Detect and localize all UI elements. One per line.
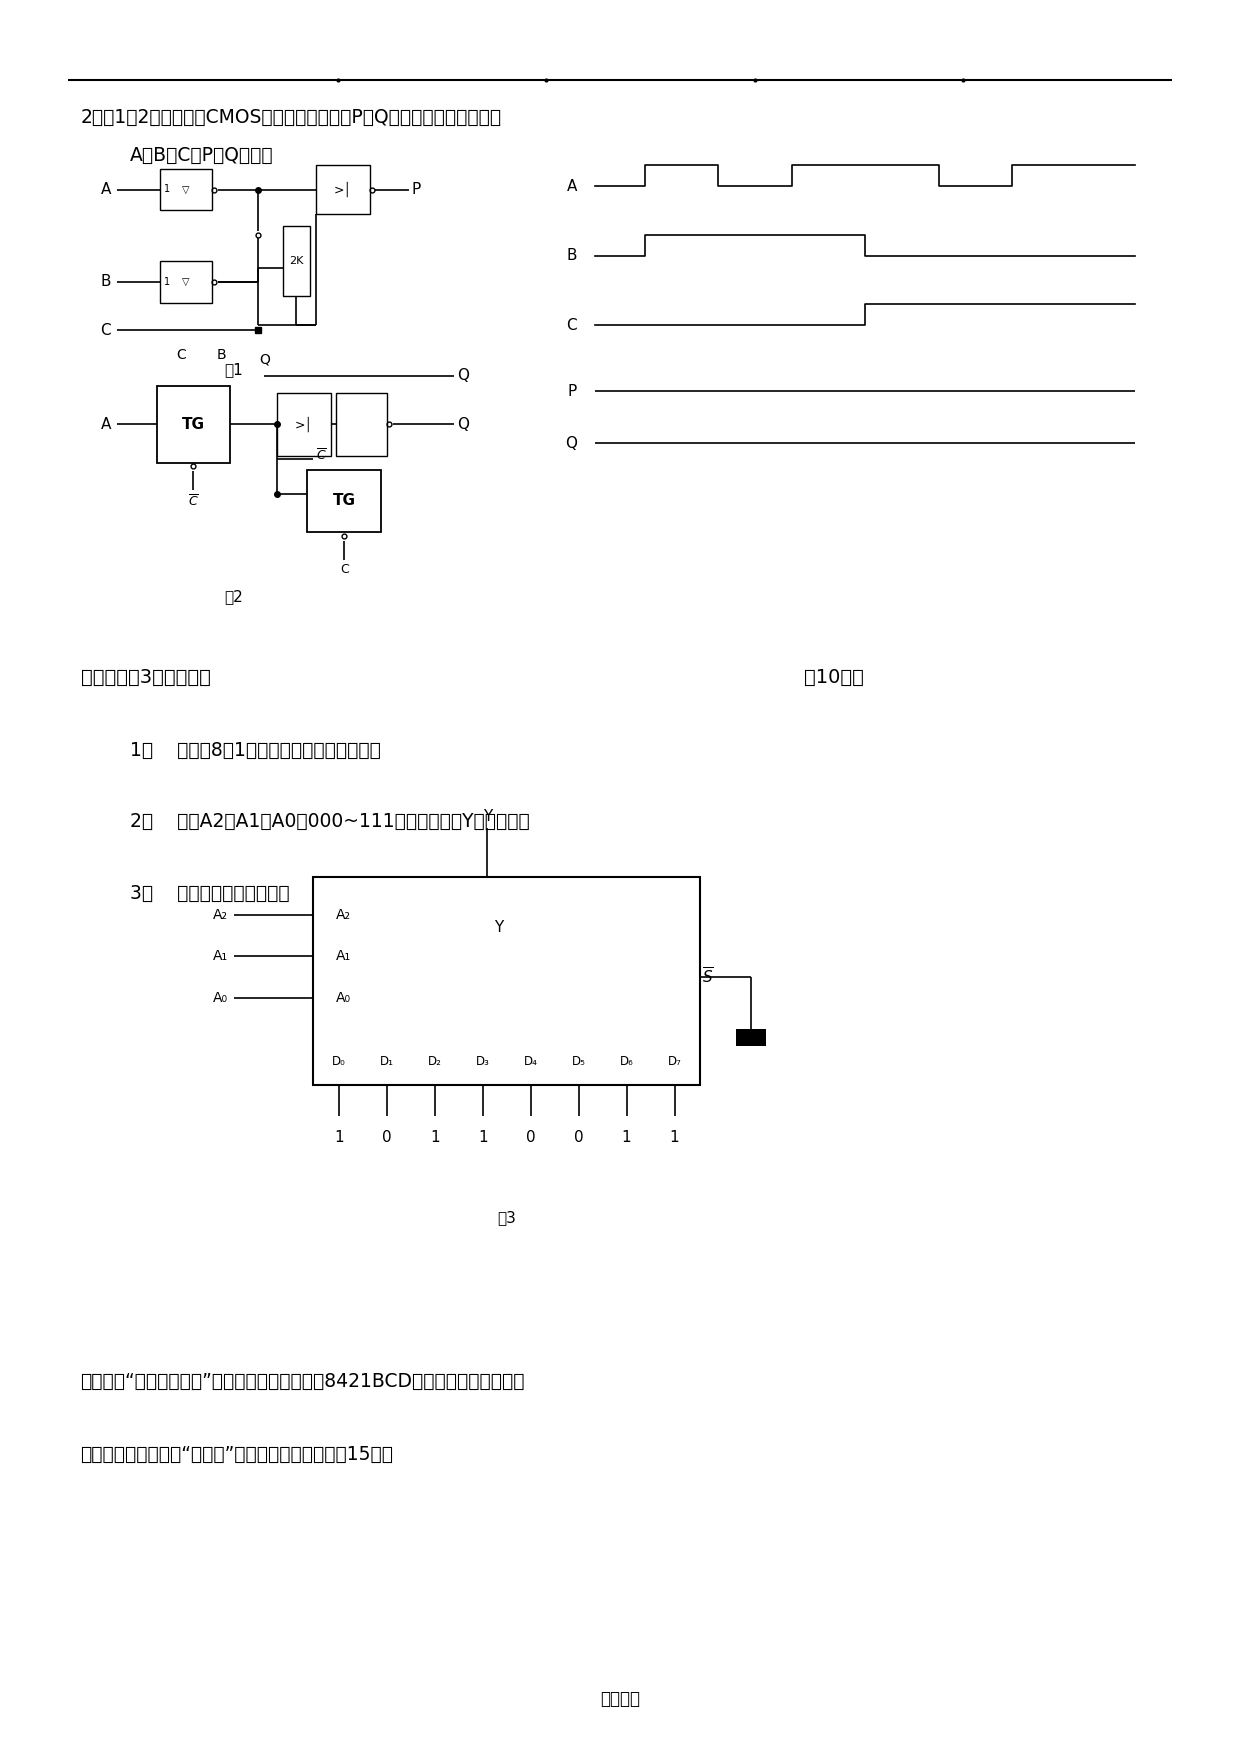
Text: Y: Y bbox=[495, 920, 503, 934]
Text: 三、分析图3所示电路：: 三、分析图3所示电路： bbox=[81, 668, 211, 687]
Text: P: P bbox=[412, 182, 420, 196]
Text: A: A bbox=[567, 179, 577, 193]
Text: TG: TG bbox=[182, 417, 205, 431]
Text: A₁: A₁ bbox=[212, 950, 228, 964]
Text: D₃: D₃ bbox=[476, 1055, 490, 1068]
Bar bbox=[336, 393, 387, 456]
Text: （10分）: （10分） bbox=[804, 668, 864, 687]
Bar bbox=[314, 876, 699, 1085]
Text: 图2: 图2 bbox=[224, 589, 243, 605]
Text: A: A bbox=[100, 182, 112, 196]
Bar bbox=[160, 261, 212, 303]
Text: D₆: D₆ bbox=[620, 1055, 634, 1068]
Text: 1）    试写出8选1数据选择器的输出函数式；: 1） 试写出8选1数据选择器的输出函数式； bbox=[129, 742, 381, 759]
Text: D₅: D₅ bbox=[572, 1055, 585, 1068]
Text: C: C bbox=[567, 317, 577, 333]
Text: A、B、C的P、Q波形。: A、B、C的P、Q波形。 bbox=[129, 145, 273, 165]
Bar bbox=[308, 470, 381, 533]
Text: 图1: 图1 bbox=[224, 361, 243, 377]
Text: D₂: D₂ bbox=[428, 1055, 441, 1068]
Text: 图3: 图3 bbox=[497, 1210, 516, 1225]
Bar bbox=[283, 226, 310, 296]
Text: >│: >│ bbox=[334, 182, 352, 198]
Text: 1: 1 bbox=[621, 1131, 631, 1145]
Text: A₀: A₀ bbox=[336, 990, 351, 1004]
Text: $\overline{C}$: $\overline{C}$ bbox=[188, 494, 198, 510]
Text: D₁: D₁ bbox=[381, 1055, 394, 1068]
Bar bbox=[316, 165, 370, 214]
Bar bbox=[737, 1029, 766, 1047]
Text: 2K: 2K bbox=[289, 256, 304, 266]
Text: C: C bbox=[100, 323, 112, 338]
Text: 专业资料: 专业资料 bbox=[600, 1690, 640, 1707]
Text: 2．图1、2中电路均由CMOS门电路构成，写出P、Q的表达式，并画出对应: 2．图1、2中电路均由CMOS门电路构成，写出P、Q的表达式，并画出对应 bbox=[81, 109, 502, 126]
Text: P: P bbox=[568, 384, 577, 398]
Text: Q: Q bbox=[259, 352, 270, 366]
Text: D₀: D₀ bbox=[332, 1055, 346, 1068]
Text: 2）    画出A2、A1、A0从000~111连续变化时，Y的波形图；: 2） 画出A2、A1、A0从000~111连续变化时，Y的波形图； bbox=[129, 812, 529, 831]
Text: 1: 1 bbox=[164, 277, 170, 286]
Text: 0: 0 bbox=[574, 1131, 584, 1145]
Text: 0: 0 bbox=[382, 1131, 392, 1145]
Text: A₂: A₂ bbox=[212, 908, 228, 922]
Text: 1: 1 bbox=[479, 1131, 487, 1145]
Text: Q: Q bbox=[456, 417, 469, 431]
Text: 1: 1 bbox=[670, 1131, 680, 1145]
Text: TG: TG bbox=[332, 493, 356, 508]
Text: 1: 1 bbox=[164, 184, 170, 195]
Text: A: A bbox=[100, 417, 112, 431]
Text: D₇: D₇ bbox=[667, 1055, 682, 1068]
Text: $\overline{S}$: $\overline{S}$ bbox=[702, 966, 714, 987]
Text: >│: >│ bbox=[295, 417, 312, 431]
Text: $\overline{C}$: $\overline{C}$ bbox=[316, 449, 326, 463]
Text: ▽: ▽ bbox=[182, 184, 190, 195]
Text: Q: Q bbox=[456, 368, 469, 384]
Text: B: B bbox=[567, 249, 577, 263]
Text: 0: 0 bbox=[526, 1131, 536, 1145]
Text: Q: Q bbox=[565, 436, 577, 451]
Text: C: C bbox=[176, 347, 186, 361]
Text: B: B bbox=[100, 273, 112, 289]
Text: A₁: A₁ bbox=[336, 950, 351, 964]
Bar bbox=[160, 168, 212, 210]
Bar bbox=[156, 386, 231, 463]
Text: 1: 1 bbox=[430, 1131, 440, 1145]
Text: A₀: A₀ bbox=[212, 990, 228, 1004]
Text: B: B bbox=[217, 347, 227, 361]
Text: 输出，并画出用最少“与非门”实现的逻辑电路图。（15分）: 输出，并画出用最少“与非门”实现的逻辑电路图。（15分） bbox=[81, 1444, 393, 1464]
Text: D₄: D₄ bbox=[523, 1055, 538, 1068]
Text: 3）    说明电路的逻辑功能。: 3） 说明电路的逻辑功能。 bbox=[129, 884, 289, 903]
Text: Y: Y bbox=[482, 810, 492, 824]
Bar bbox=[277, 393, 331, 456]
Text: 1: 1 bbox=[335, 1131, 343, 1145]
Text: 四、设计“一位十进制数”的四舍五入电路（采用8421BCD码）。要求只设定一个: 四、设计“一位十进制数”的四舍五入电路（采用8421BCD码）。要求只设定一个 bbox=[81, 1373, 525, 1392]
Text: ▽: ▽ bbox=[182, 277, 190, 287]
Text: C: C bbox=[340, 563, 348, 577]
Text: A₂: A₂ bbox=[336, 908, 351, 922]
